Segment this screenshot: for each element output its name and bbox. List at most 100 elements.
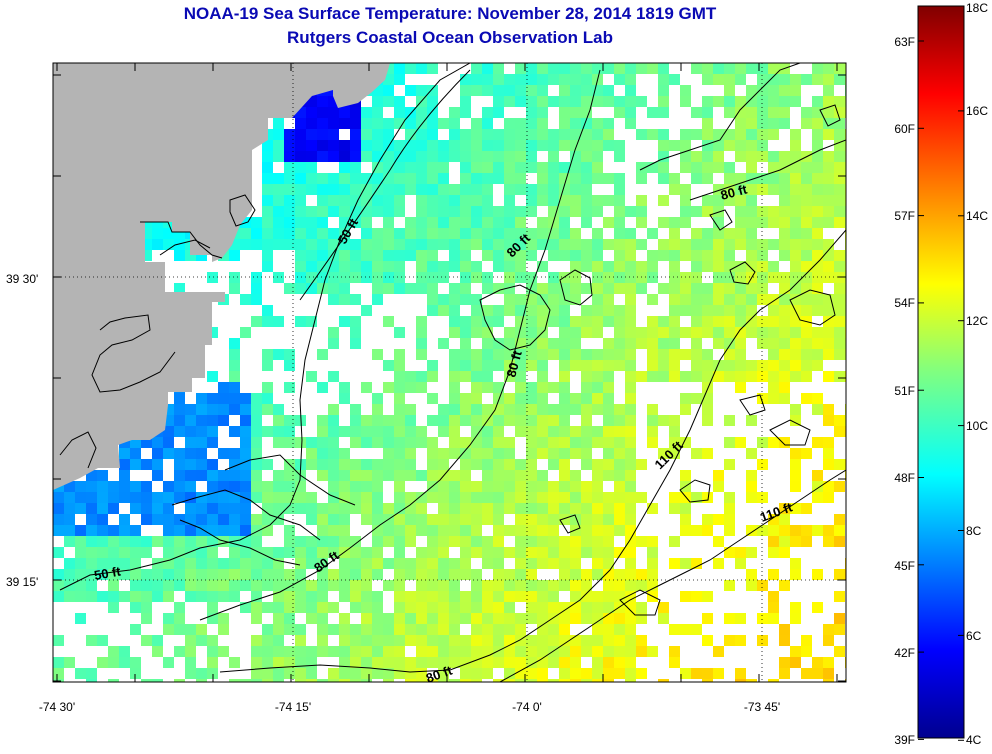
sst-pixel xyxy=(471,679,482,682)
sst-pixel xyxy=(614,261,625,272)
sst-pixel xyxy=(526,129,537,140)
sst-pixel xyxy=(691,558,702,569)
sst-pixel xyxy=(284,481,295,492)
sst-pixel xyxy=(372,349,383,360)
sst-pixel xyxy=(812,437,823,448)
sst-pixel xyxy=(306,668,317,679)
sst-pixel xyxy=(570,294,581,305)
sst-pixel xyxy=(449,118,460,129)
sst-pixel xyxy=(581,415,592,426)
sst-pixel xyxy=(823,327,834,338)
sst-pixel xyxy=(790,294,801,305)
sst-pixel xyxy=(196,503,207,514)
sst-pixel xyxy=(768,85,779,96)
sst-pixel xyxy=(658,140,669,151)
sst-pixel xyxy=(196,470,207,481)
sst-pixel xyxy=(350,294,361,305)
sst-pixel xyxy=(482,63,493,74)
sst-pixel xyxy=(559,217,570,228)
sst-pixel xyxy=(592,162,603,173)
sst-pixel xyxy=(702,305,713,316)
sst-pixel xyxy=(350,668,361,679)
sst-pixel xyxy=(405,184,416,195)
sst-pixel xyxy=(438,503,449,514)
sst-pixel xyxy=(394,624,405,635)
sst-pixel xyxy=(603,591,614,602)
sst-pixel xyxy=(438,305,449,316)
sst-pixel xyxy=(174,646,185,657)
sst-pixel xyxy=(581,514,592,525)
sst-pixel xyxy=(559,492,570,503)
sst-pixel xyxy=(537,382,548,393)
sst-pixel xyxy=(845,239,846,250)
sst-pixel xyxy=(207,327,218,338)
sst-pixel xyxy=(328,536,339,547)
sst-pixel xyxy=(724,525,735,536)
sst-pixel xyxy=(273,437,284,448)
sst-pixel xyxy=(790,404,801,415)
sst-pixel xyxy=(196,547,207,558)
sst-pixel xyxy=(779,151,790,162)
sst-pixel xyxy=(240,679,251,682)
sst-pixel xyxy=(295,437,306,448)
sst-pixel xyxy=(581,184,592,195)
sst-pixel xyxy=(526,206,537,217)
sst-pixel xyxy=(823,162,834,173)
sst-pixel xyxy=(515,459,526,470)
sst-pixel xyxy=(812,305,823,316)
sst-pixel xyxy=(64,591,75,602)
sst-pixel xyxy=(229,569,240,580)
sst-pixel xyxy=(163,569,174,580)
colorbar-label-8c: 8C xyxy=(966,524,982,538)
sst-pixel xyxy=(383,382,394,393)
sst-pixel xyxy=(812,349,823,360)
sst-pixel xyxy=(691,393,702,404)
sst-pixel xyxy=(757,173,768,184)
sst-pixel xyxy=(328,151,339,162)
sst-pixel xyxy=(724,371,735,382)
sst-pixel xyxy=(350,140,361,151)
sst-pixel xyxy=(482,646,493,657)
sst-pixel xyxy=(427,195,438,206)
sst-pixel xyxy=(75,591,86,602)
sst-pixel xyxy=(669,338,680,349)
sst-pixel xyxy=(460,140,471,151)
sst-pixel xyxy=(834,129,845,140)
sst-pixel xyxy=(471,602,482,613)
sst-pixel xyxy=(515,63,526,74)
sst-pixel xyxy=(779,525,790,536)
sst-pixel xyxy=(284,470,295,481)
sst-pixel xyxy=(713,140,724,151)
sst-pixel xyxy=(614,591,625,602)
sst-pixel xyxy=(658,74,669,85)
sst-pixel xyxy=(394,140,405,151)
sst-pixel xyxy=(581,63,592,74)
sst-pixel xyxy=(603,63,614,74)
sst-pixel xyxy=(284,437,295,448)
sst-pixel xyxy=(64,503,75,514)
sst-pixel xyxy=(394,470,405,481)
sst-pixel xyxy=(317,173,328,184)
sst-pixel xyxy=(526,558,537,569)
sst-pixel xyxy=(394,536,405,547)
sst-pixel xyxy=(119,459,130,470)
sst-pixel xyxy=(251,459,262,470)
sst-pixel xyxy=(350,437,361,448)
sst-pixel xyxy=(350,558,361,569)
sst-pixel xyxy=(449,327,460,338)
sst-pixel xyxy=(185,558,196,569)
sst-pixel xyxy=(416,602,427,613)
sst-pixel xyxy=(603,415,614,426)
sst-pixel xyxy=(383,283,394,294)
sst-pixel xyxy=(570,129,581,140)
sst-pixel xyxy=(504,525,515,536)
sst-pixel xyxy=(262,569,273,580)
sst-pixel xyxy=(790,503,801,514)
sst-pixel xyxy=(482,470,493,481)
sst-pixel xyxy=(658,129,669,140)
sst-pixel xyxy=(559,349,570,360)
sst-pixel xyxy=(119,547,130,558)
sst-pixel xyxy=(592,63,603,74)
sst-pixel xyxy=(471,459,482,470)
sst-pixel xyxy=(570,228,581,239)
